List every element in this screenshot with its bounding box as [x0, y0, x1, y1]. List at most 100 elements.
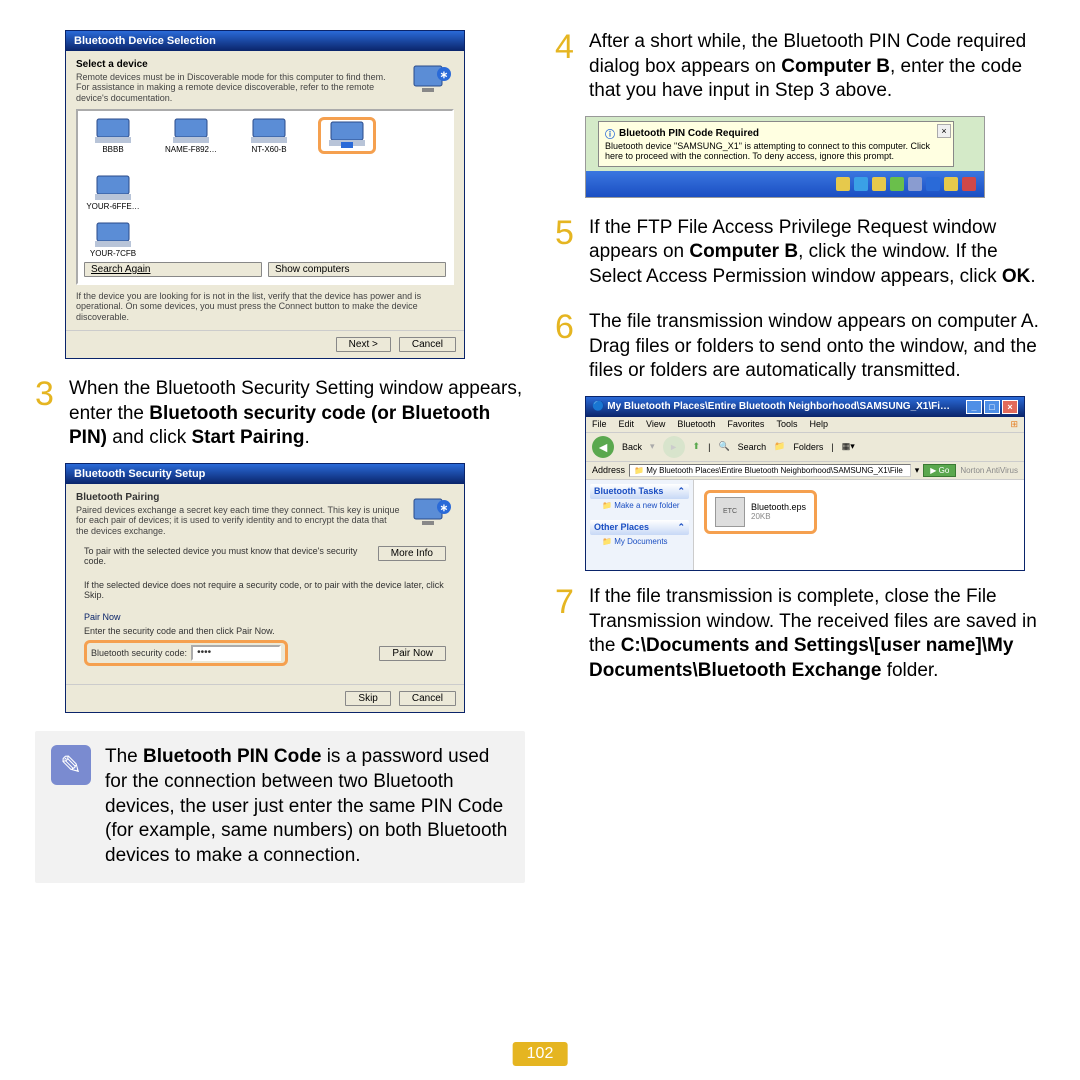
device-footnote: If the device you are looking for is not… [76, 291, 454, 322]
search-label[interactable]: Search [738, 442, 767, 452]
taskbar [586, 171, 984, 197]
cancel-button[interactable]: Cancel [399, 691, 456, 706]
tray-icon[interactable] [836, 177, 850, 191]
menu-file[interactable]: File [592, 419, 607, 430]
maximize-button[interactable]: □ [984, 400, 1000, 414]
tray-icon[interactable] [944, 177, 958, 191]
step-number-6: 6 [555, 310, 579, 384]
window-title: Bluetooth Security Setup [66, 464, 464, 484]
file-name: Bluetooth.eps [751, 502, 806, 512]
windows-flag-icon: ⊞ [1010, 419, 1018, 430]
skip-info-text: If the selected device does not require … [84, 580, 446, 600]
pairing-heading: Bluetooth Pairing [76, 492, 400, 503]
skip-button[interactable]: Skip [345, 691, 390, 706]
minimize-button[interactable]: _ [966, 400, 982, 414]
device-item[interactable]: NT-X60-B [240, 117, 298, 154]
my-documents-link[interactable]: 📁 My Documents [590, 535, 689, 548]
security-code-input[interactable]: •••• [191, 645, 281, 661]
menu-tools[interactable]: Tools [776, 419, 797, 430]
device-item[interactable]: YOUR-6FFE… [84, 174, 142, 211]
device-list-area: BBBB NAME-F892… NT-X60-B YOUR-6FFE… YOUR… [76, 109, 454, 285]
tray-icon[interactable] [854, 177, 868, 191]
balloon-tooltip[interactable]: × ⓘ Bluetooth PIN Code Required Bluetoot… [598, 121, 954, 167]
up-button[interactable]: ⬆ [693, 441, 701, 452]
norton-label: Norton AntiVirus [960, 466, 1018, 475]
step-number-5: 5 [555, 216, 579, 290]
next-button[interactable]: Next > [336, 337, 391, 352]
search-icon: 🔍 [718, 441, 729, 452]
folders-icon: 📁 [774, 441, 785, 452]
bluetooth-tasks-header[interactable]: Bluetooth Tasks⌃ [590, 484, 689, 499]
search-again-button[interactable]: Search Again [84, 262, 262, 277]
svg-text:∗: ∗ [440, 503, 448, 514]
file-explorer-window: 🔵 My Bluetooth Places\Entire Bluetooth N… [585, 396, 1025, 571]
more-info-button[interactable]: More Info [378, 546, 446, 561]
window-title: Bluetooth Device Selection [66, 31, 464, 51]
tray-icon[interactable] [962, 177, 976, 191]
device-item[interactable]: BBBB [84, 117, 142, 154]
menu-help[interactable]: Help [809, 419, 828, 430]
menu-view[interactable]: View [646, 419, 665, 430]
security-code-label: Bluetooth security code: [91, 648, 187, 658]
file-size: 20KB [751, 512, 806, 521]
folders-label[interactable]: Folders [793, 442, 823, 452]
step-number-4: 4 [555, 30, 579, 104]
balloon-close-button[interactable]: × [937, 124, 951, 138]
tray-icon[interactable] [872, 177, 886, 191]
device-item[interactable]: NAME-F892… [162, 117, 220, 154]
device-item-selected[interactable] [318, 117, 376, 154]
pair-info-text: To pair with the selected device you mus… [84, 546, 378, 566]
close-button[interactable]: × [1002, 400, 1018, 414]
view-icon[interactable]: ▦▾ [842, 441, 855, 452]
menu-favorites[interactable]: Favorites [727, 419, 764, 430]
back-button[interactable]: ◄ [592, 436, 614, 458]
address-label: Address [592, 465, 625, 475]
bluetooth-monitor-icon: ∗ [410, 492, 454, 536]
step-6-text: The file transmission window appears on … [589, 310, 1045, 384]
cancel-button[interactable]: Cancel [399, 337, 456, 352]
file-highlight[interactable]: ETC Bluetooth.eps 20KB [704, 490, 817, 534]
address-bar[interactable]: 📁 My Bluetooth Places\Entire Bluetooth N… [629, 464, 911, 477]
info-icon: ⓘ [605, 126, 615, 141]
note-text: The Bluetooth PIN Code is a password use… [105, 745, 509, 868]
select-device-heading: Select a device [76, 59, 400, 70]
step-number-7: 7 [555, 585, 579, 684]
back-label[interactable]: Back [622, 442, 642, 452]
page-number: 102 [513, 1042, 568, 1066]
menu-bluetooth[interactable]: Bluetooth [677, 419, 715, 430]
select-device-desc: Remote devices must be in Discoverable m… [76, 72, 400, 103]
pencil-note-icon: ✎ [51, 745, 91, 785]
menu-edit[interactable]: Edit [619, 419, 635, 430]
device-selection-window: Bluetooth Device Selection Select a devi… [65, 30, 465, 359]
pin-code-note: ✎ The Bluetooth PIN Code is a password u… [35, 731, 525, 882]
step-7-text: If the file transmission is complete, cl… [589, 585, 1045, 684]
balloon-body: Bluetooth device "SAMSUNG_X1" is attempt… [605, 141, 947, 162]
step-4-text: After a short while, the Bluetooth PIN C… [589, 30, 1045, 104]
explorer-side-panel: Bluetooth Tasks⌃ 📁 Make a new folder Oth… [586, 480, 694, 570]
bluetooth-monitor-icon: ∗ [410, 59, 454, 103]
pairing-desc: Paired devices exchange a secret key eac… [76, 505, 400, 536]
pair-now-link: Pair Now [84, 612, 446, 622]
pin-required-balloon-screenshot: × ⓘ Bluetooth PIN Code Required Bluetoot… [585, 116, 985, 198]
step-3-text: When the Bluetooth Security Setting wind… [69, 377, 525, 451]
svg-text:∗: ∗ [440, 70, 448, 81]
window-controls: _ □ × [966, 400, 1018, 414]
tray-icon[interactable] [926, 177, 940, 191]
tray-icon[interactable] [890, 177, 904, 191]
step-number-3: 3 [35, 377, 59, 451]
forward-button[interactable]: ► [663, 436, 685, 458]
go-button[interactable]: ▶ Go [923, 464, 956, 477]
pair-now-button[interactable]: Pair Now [379, 646, 446, 661]
balloon-title: ⓘ Bluetooth PIN Code Required [605, 126, 947, 141]
other-places-header[interactable]: Other Places⌃ [590, 520, 689, 535]
step-5-text: If the FTP File Access Privilege Request… [589, 216, 1045, 290]
tray-icon[interactable] [908, 177, 922, 191]
security-setup-window: Bluetooth Security Setup Bluetooth Pairi… [65, 463, 465, 713]
explorer-title: 🔵 My Bluetooth Places\Entire Bluetooth N… [592, 401, 952, 412]
enter-code-text: Enter the security code and then click P… [84, 626, 446, 636]
security-code-highlight: Bluetooth security code: •••• [84, 640, 288, 666]
show-computers-button[interactable]: Show computers [268, 262, 446, 277]
explorer-menu: File Edit View Bluetooth Favorites Tools… [586, 417, 1024, 433]
make-folder-link[interactable]: 📁 Make a new folder [590, 499, 689, 512]
device-item[interactable]: YOUR-7CFB [84, 221, 142, 258]
